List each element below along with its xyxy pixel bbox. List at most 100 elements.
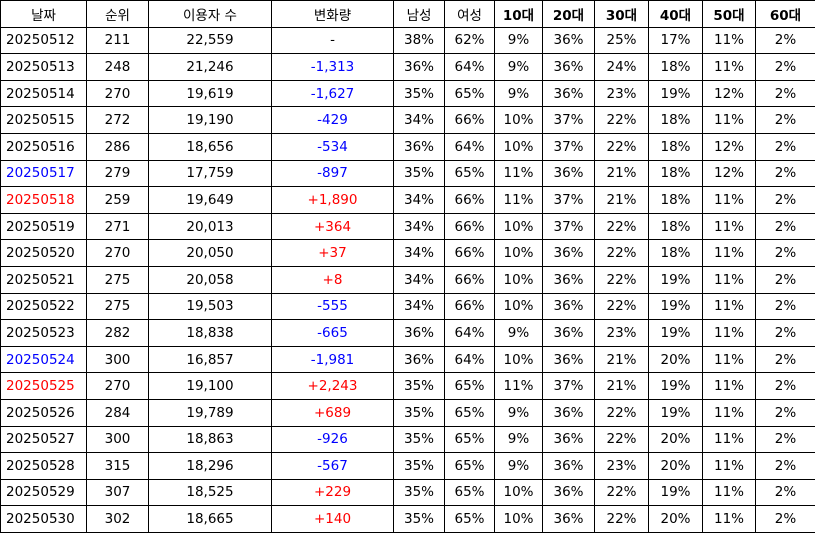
cell-date: 20250521 [0, 265, 87, 294]
cell-female: 65% [444, 478, 495, 507]
cell-rank: 270 [86, 239, 149, 267]
header-date: 날짜 [0, 0, 87, 28]
cell-users: 18,665 [148, 505, 272, 533]
cell-date: 20250522 [0, 292, 87, 321]
table-row: 20250528 315 18,296 -567 35% 65% 9% 36% 23% 20% 11… [0, 452, 815, 480]
cell-age-10: 11% [494, 372, 543, 400]
cell-rank: 302 [86, 505, 149, 533]
cell-age-50: 11% [702, 292, 756, 321]
cell-age-40: 20% [648, 452, 703, 480]
cell-users: 19,649 [148, 186, 272, 214]
cell-female: 64% [444, 132, 495, 161]
cell-rank: 300 [86, 425, 149, 454]
cell-rank: 248 [86, 53, 149, 81]
cell-age-20: 37% [542, 106, 595, 134]
cell-date: 20250519 [0, 212, 87, 241]
cell-age-10: 9% [494, 452, 543, 480]
cell-age-50: 11% [702, 106, 756, 134]
cell-age-40: 20% [648, 345, 703, 374]
cell-change: -555 [271, 292, 394, 321]
cell-age-30: 21% [594, 345, 649, 374]
cell-rank: 284 [86, 398, 149, 427]
cell-age-60: 2% [755, 212, 815, 241]
cell-change: -926 [271, 425, 394, 454]
cell-age-20: 37% [542, 186, 595, 214]
cell-change: -1,313 [271, 53, 394, 81]
cell-female: 66% [444, 186, 495, 214]
cell-male: 35% [393, 478, 445, 507]
cell-rank: 270 [86, 372, 149, 400]
cell-age-30: 22% [594, 132, 649, 161]
cell-change: +2,243 [271, 372, 394, 400]
cell-rank: 271 [86, 212, 149, 241]
cell-female: 66% [444, 212, 495, 241]
cell-age-30: 22% [594, 265, 649, 294]
cell-age-30: 22% [594, 398, 649, 427]
table-row: 20250515 272 19,190 -429 34% 66% 10% 37% 22% 18% 1… [0, 106, 815, 134]
table-row: 20250525 270 19,100 +2,243 35% 65% 11% 37% 21% 19… [0, 372, 815, 400]
cell-date: 20250528 [0, 452, 87, 480]
cell-female: 65% [444, 425, 495, 454]
cell-age-60: 2% [755, 478, 815, 507]
cell-female: 66% [444, 106, 495, 134]
cell-users: 20,058 [148, 265, 272, 294]
cell-rank: 286 [86, 132, 149, 161]
cell-age-50: 11% [702, 478, 756, 507]
header-change: 변화량 [271, 0, 394, 28]
header-rank: 순위 [86, 0, 149, 28]
cell-age-30: 22% [594, 212, 649, 241]
cell-age-60: 2% [755, 345, 815, 374]
cell-users: 18,656 [148, 132, 272, 161]
cell-female: 65% [444, 398, 495, 427]
table-row: 20250520 270 20,050 +37 34% 66% 10% 36% 22% 18% 11… [0, 239, 815, 267]
cell-age-20: 36% [542, 398, 595, 427]
header-age-60: 60대 [755, 0, 815, 28]
table-row: 20250529 307 18,525 +229 35% 65% 10% 36% 22% 19% 1… [0, 478, 815, 507]
cell-male: 35% [393, 159, 445, 188]
cell-age-40: 18% [648, 186, 703, 214]
cell-age-40: 19% [648, 79, 703, 108]
cell-age-10: 9% [494, 425, 543, 454]
table-row: 20250512 211 22,559-38% 62% 9% 36% 25% 17% 11% 2% [0, 26, 815, 55]
cell-age-20: 36% [542, 26, 595, 55]
cell-age-30: 24% [594, 53, 649, 81]
cell-users: 19,619 [148, 79, 272, 108]
cell-users: 16,857 [148, 345, 272, 374]
cell-date: 20250514 [0, 79, 87, 108]
cell-age-40: 19% [648, 478, 703, 507]
table-row: 20250514 270 19,619 -1,627 35% 65% 9% 36% 23% 19%… [0, 79, 815, 108]
cell-change: +8 [271, 265, 394, 294]
cell-age-60: 2% [755, 372, 815, 400]
cell-date: 20250515 [0, 106, 87, 134]
cell-change: +37 [271, 239, 394, 267]
cell-female: 64% [444, 345, 495, 374]
cell-rank: 275 [86, 265, 149, 294]
cell-age-10: 9% [494, 53, 543, 81]
cell-age-30: 22% [594, 106, 649, 134]
cell-age-30: 21% [594, 159, 649, 188]
cell-change: -897 [271, 159, 394, 188]
cell-age-50: 11% [702, 372, 756, 400]
cell-rank: 270 [86, 79, 149, 108]
cell-rank: 282 [86, 319, 149, 347]
cell-age-40: 17% [648, 26, 703, 55]
cell-age-10: 9% [494, 398, 543, 427]
cell-users: 21,246 [148, 53, 272, 81]
cell-male: 38% [393, 26, 445, 55]
cell-change: +364 [271, 212, 394, 241]
cell-age-40: 19% [648, 265, 703, 294]
cell-age-60: 2% [755, 159, 815, 188]
cell-age-60: 2% [755, 319, 815, 347]
table-row: 20250516 286 18,656 -534 36% 64% 10% 37% 22% 18% 1… [0, 132, 815, 161]
cell-rank: 315 [86, 452, 149, 480]
header-age-30: 30대 [594, 0, 649, 28]
cell-change: -1,627 [271, 79, 394, 108]
cell-male: 34% [393, 265, 445, 294]
cell-male: 36% [393, 345, 445, 374]
cell-change: +229 [271, 478, 394, 507]
cell-age-20: 36% [542, 239, 595, 267]
cell-date: 20250518 [0, 186, 87, 214]
cell-male: 34% [393, 239, 445, 267]
table-row: 20250524 300 16,857 -1,981 36% 64% 10% 36% 21% 20… [0, 345, 815, 374]
table-row: 20250517 279 17,759 -897 35% 65% 11% 36% 21% 18% 1… [0, 159, 815, 188]
